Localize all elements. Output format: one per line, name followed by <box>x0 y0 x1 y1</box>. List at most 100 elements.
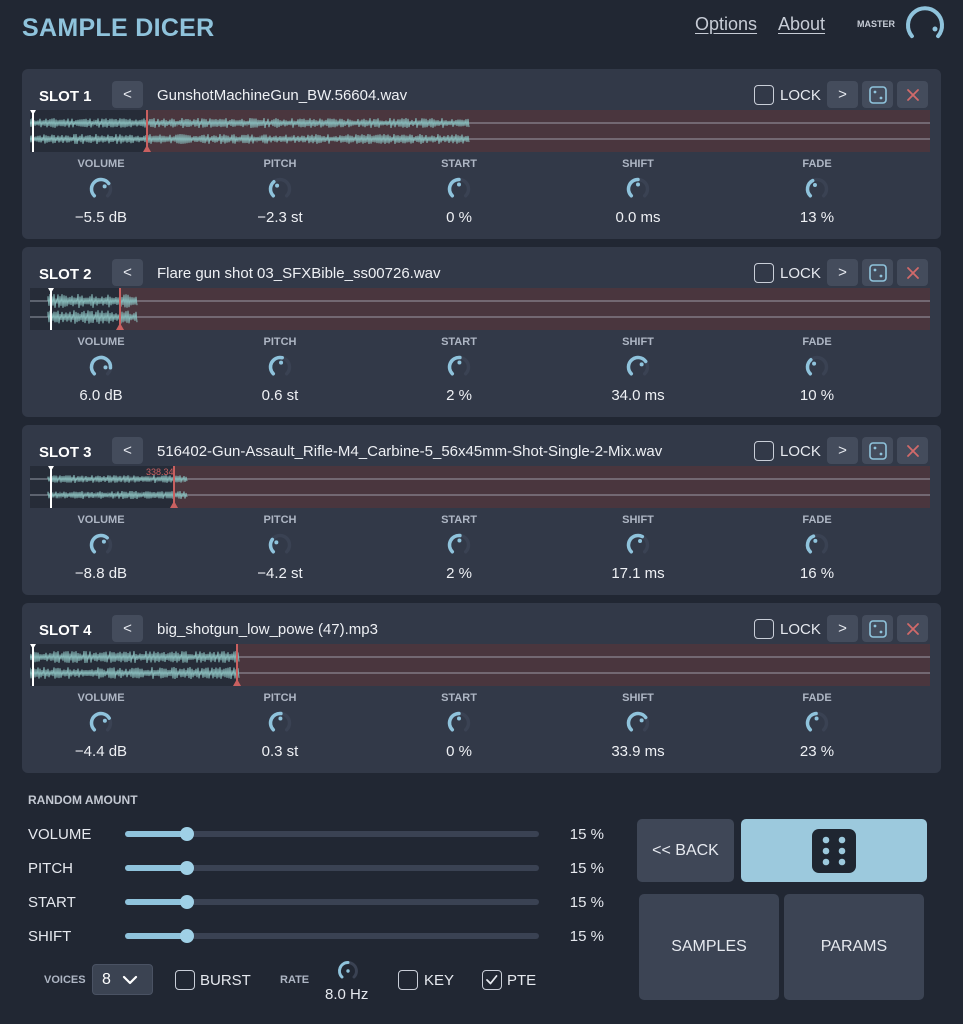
slider-fill <box>125 865 188 871</box>
volume-knob[interactable] <box>88 354 114 380</box>
pitch-value: −2.3 st <box>257 209 303 226</box>
random-start-slider[interactable] <box>125 895 539 909</box>
pitch-knob[interactable] <box>267 532 293 558</box>
shift-knob[interactable] <box>625 532 651 558</box>
shift-knob[interactable] <box>625 710 651 736</box>
clear-slot-button[interactable] <box>897 81 928 108</box>
prev-sample-button[interactable]: < <box>112 437 143 464</box>
sample-filename: GunshotMachineGun_BW.56604.wav <box>157 87 408 104</box>
start-knob[interactable] <box>446 176 472 202</box>
next-sample-button[interactable]: > <box>827 259 858 286</box>
random-row-label: SHIFT <box>28 928 72 945</box>
prev-sample-button[interactable]: < <box>112 81 143 108</box>
lock-checkbox[interactable] <box>754 441 774 461</box>
param-label: SHIFT <box>622 158 654 170</box>
lock-label: LOCK <box>780 87 821 104</box>
slider-thumb[interactable] <box>180 929 195 943</box>
waveform-display[interactable] <box>30 466 930 508</box>
header: SAMPLE DICER Options About MASTER <box>0 0 963 60</box>
random-row-label: PITCH <box>28 860 73 877</box>
clear-slot-button[interactable] <box>897 437 928 464</box>
waveform-display[interactable] <box>30 110 930 152</box>
random-row-label: VOLUME <box>28 826 92 843</box>
param-label: FADE <box>802 514 832 526</box>
lock-label: LOCK <box>780 443 821 460</box>
rate-knob[interactable] <box>337 960 359 982</box>
fade-knob[interactable] <box>804 532 830 558</box>
params-button[interactable]: PARAMS <box>784 894 924 1000</box>
shift-knob[interactable] <box>625 176 651 202</box>
randomize-slot-button[interactable] <box>862 259 893 286</box>
slider-thumb[interactable] <box>180 895 195 909</box>
options-link[interactable]: Options <box>695 14 758 34</box>
waveform-display[interactable] <box>30 288 930 330</box>
next-sample-button[interactable]: > <box>827 615 858 642</box>
voices-select[interactable]: 8 <box>92 964 153 995</box>
pitch-knob[interactable] <box>267 176 293 202</box>
prev-sample-button[interactable]: < <box>112 259 143 286</box>
lock-checkbox[interactable] <box>754 85 774 105</box>
shift-value: 0.0 ms <box>615 209 661 226</box>
fade-region <box>120 288 930 330</box>
randomize-slot-button[interactable] <box>862 437 893 464</box>
randomize-button[interactable] <box>741 819 927 882</box>
fade-value: 23 % <box>799 743 835 760</box>
param-label: FADE <box>802 336 832 348</box>
param-label: PITCH <box>263 336 297 348</box>
dice-icon <box>868 85 887 104</box>
pitch-value: 0.6 st <box>261 387 299 404</box>
random-volume-slider[interactable] <box>125 827 539 841</box>
pte-checkbox[interactable] <box>482 970 502 990</box>
next-sample-button[interactable]: > <box>827 81 858 108</box>
waveform-display[interactable] <box>30 644 930 686</box>
pitch-knob[interactable] <box>267 354 293 380</box>
about-link[interactable]: About <box>778 14 826 34</box>
next-sample-button[interactable]: > <box>827 437 858 464</box>
fade-knob[interactable] <box>804 354 830 380</box>
start-knob[interactable] <box>446 710 472 736</box>
randomize-slot-button[interactable] <box>862 615 893 642</box>
slider-thumb[interactable] <box>180 827 195 841</box>
random-shift-slider[interactable] <box>125 929 539 943</box>
volume-value: −5.5 dB <box>74 209 128 226</box>
slot-title: SLOT 2 <box>39 266 92 283</box>
shift-knob[interactable] <box>625 354 651 380</box>
samples-button[interactable]: SAMPLES <box>639 894 779 1000</box>
sample-filename: big_shotgun_low_powe (47).mp3 <box>157 621 378 638</box>
random-row-value: 15 % <box>569 860 604 877</box>
pitch-value: 0.3 st <box>261 743 299 760</box>
burst-checkbox[interactable] <box>175 970 195 990</box>
close-icon <box>906 266 919 279</box>
lock-checkbox[interactable] <box>754 263 774 283</box>
shift-value: 33.9 ms <box>611 743 665 760</box>
param-label: PITCH <box>263 692 297 704</box>
fade-knob[interactable] <box>804 176 830 202</box>
volume-knob[interactable] <box>88 532 114 558</box>
master-knob[interactable] <box>904 3 946 45</box>
slider-fill <box>125 899 188 905</box>
pitch-knob[interactable] <box>267 710 293 736</box>
rate-label: RATE <box>280 974 310 986</box>
slider-thumb[interactable] <box>180 861 195 875</box>
key-checkbox[interactable] <box>398 970 418 990</box>
close-icon <box>906 622 919 635</box>
volume-knob[interactable] <box>88 176 114 202</box>
lock-checkbox[interactable] <box>754 619 774 639</box>
random-pitch-slider[interactable] <box>125 861 539 875</box>
dice-icon <box>868 619 887 638</box>
random-row-value: 15 % <box>569 928 604 945</box>
fade-knob[interactable] <box>804 710 830 736</box>
randomize-slot-button[interactable] <box>862 81 893 108</box>
sample-filename: Flare gun shot 03_SFXBible_ss00726.wav <box>157 265 441 282</box>
key-label: KEY <box>424 972 455 989</box>
random-amount-title: RANDOM AMOUNT <box>28 793 138 807</box>
volume-knob[interactable] <box>88 710 114 736</box>
prev-sample-button[interactable]: < <box>112 615 143 642</box>
slider-fill <box>125 933 188 939</box>
back-button[interactable]: << BACK <box>637 819 734 882</box>
start-knob[interactable] <box>446 354 472 380</box>
clear-slot-button[interactable] <box>897 259 928 286</box>
clear-slot-button[interactable] <box>897 615 928 642</box>
dice-icon <box>812 828 856 873</box>
start-knob[interactable] <box>446 532 472 558</box>
